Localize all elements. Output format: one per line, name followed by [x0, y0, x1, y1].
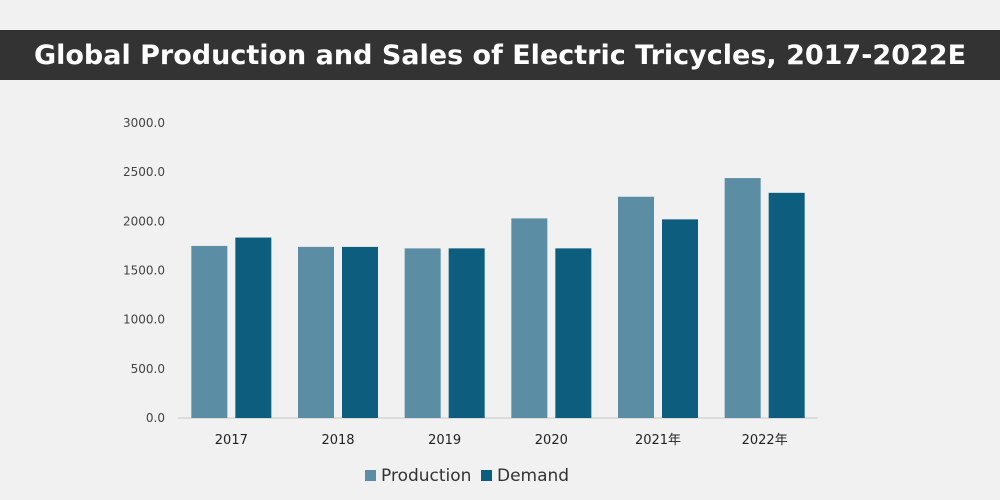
bar-demand-4 [662, 219, 698, 418]
y-tick-label: 500.0 [131, 362, 165, 376]
bar-demand-1 [342, 246, 378, 418]
bar-demand-5 [768, 192, 805, 418]
bar-production-4 [618, 196, 654, 418]
x-tick-label: 2022年 [742, 433, 788, 448]
x-tick-label: 2021年 [635, 433, 681, 448]
y-tick-label: 1000.0 [123, 313, 165, 327]
x-tick-label: 2020 [535, 433, 568, 448]
x-tick-label: 2017 [215, 433, 248, 448]
y-tick-label: 1500.0 [123, 264, 165, 278]
chart-title: Global Production and Sales of Electric … [33, 39, 967, 71]
bars-group [191, 178, 805, 418]
legend-swatch-production [365, 470, 376, 481]
legend-label-demand: Demand [497, 466, 569, 486]
bar-demand-3 [555, 248, 592, 418]
bar-demand-2 [448, 248, 485, 418]
legend-swatch-demand [481, 470, 492, 481]
x-tick-label: 2019 [428, 433, 461, 448]
bar-demand-0 [235, 237, 272, 418]
x-tick-label: 2018 [321, 433, 354, 448]
x-axis-labels: 2017 2018 2019 2020 2021年 2022年 [215, 433, 788, 448]
y-tick-label: 2500.0 [123, 165, 165, 179]
y-axis: 0.0 500.0 1000.0 1500.0 2000.0 2500.0 3000.0 [123, 116, 165, 425]
legend-label-production: Production [381, 466, 471, 486]
title-bar: Global Production and Sales of Electric … [0, 30, 1000, 80]
bar-production-0 [191, 245, 228, 418]
y-tick-label: 3000.0 [123, 116, 165, 130]
bar-production-3 [511, 218, 548, 418]
y-tick-label: 2000.0 [123, 214, 165, 228]
bar-production-5 [724, 178, 761, 418]
bar-production-1 [298, 246, 334, 418]
bar-production-2 [404, 248, 441, 418]
legend: Production Demand [365, 466, 569, 486]
y-tick-label: 0.0 [146, 411, 165, 425]
